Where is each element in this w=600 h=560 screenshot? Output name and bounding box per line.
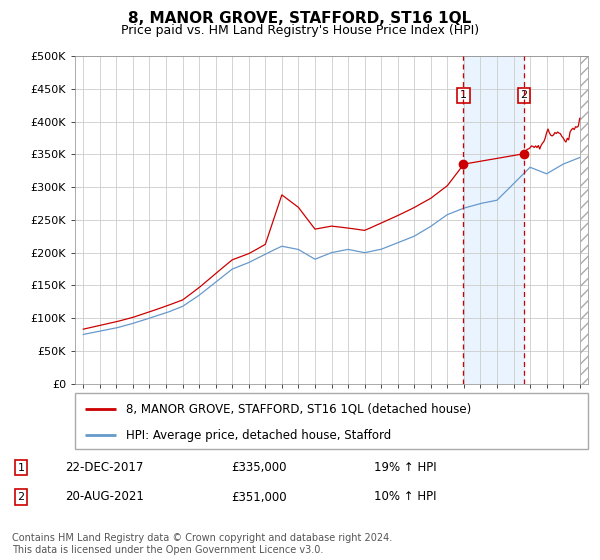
- Text: 19% ↑ HPI: 19% ↑ HPI: [374, 461, 437, 474]
- Bar: [463, 56, 524, 384]
- Text: 8, MANOR GROVE, STAFFORD, ST16 1QL (detached house): 8, MANOR GROVE, STAFFORD, ST16 1QL (deta…: [127, 402, 472, 416]
- Text: 2: 2: [17, 492, 25, 502]
- FancyBboxPatch shape: [75, 393, 588, 449]
- Text: 1: 1: [460, 90, 467, 100]
- Text: Price paid vs. HM Land Registry's House Price Index (HPI): Price paid vs. HM Land Registry's House …: [121, 24, 479, 36]
- Bar: [580, 56, 588, 384]
- Text: 8, MANOR GROVE, STAFFORD, ST16 1QL: 8, MANOR GROVE, STAFFORD, ST16 1QL: [128, 11, 472, 26]
- Text: 22-DEC-2017: 22-DEC-2017: [65, 461, 144, 474]
- Text: 2: 2: [521, 90, 527, 100]
- Text: HPI: Average price, detached house, Stafford: HPI: Average price, detached house, Staf…: [127, 428, 392, 442]
- Text: £335,000: £335,000: [232, 461, 287, 474]
- Text: 1: 1: [17, 463, 25, 473]
- Text: 10% ↑ HPI: 10% ↑ HPI: [374, 491, 437, 503]
- Text: £351,000: £351,000: [232, 491, 287, 503]
- Bar: [580, 56, 588, 384]
- Text: 20-AUG-2021: 20-AUG-2021: [65, 491, 144, 503]
- Text: Contains HM Land Registry data © Crown copyright and database right 2024.
This d: Contains HM Land Registry data © Crown c…: [12, 533, 392, 555]
